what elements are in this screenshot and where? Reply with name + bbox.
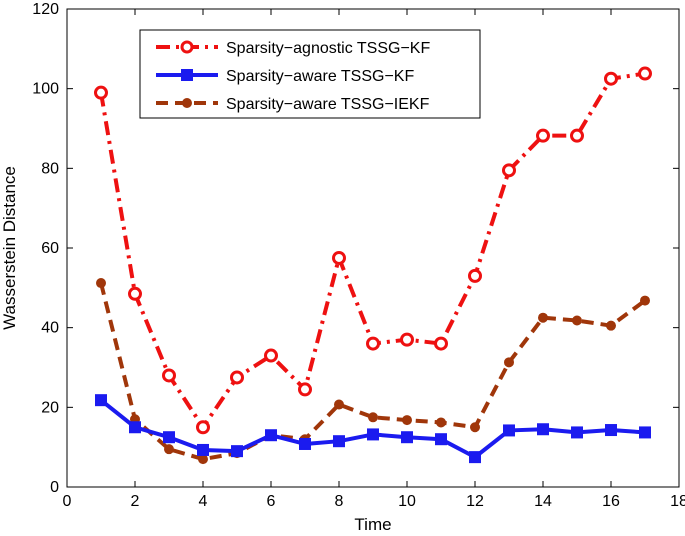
data-point xyxy=(163,431,175,444)
legend-item: Sparsity−agnostic TSSG−KF xyxy=(156,40,430,57)
data-point xyxy=(95,394,107,407)
data-point xyxy=(468,268,482,283)
data-point xyxy=(164,444,174,455)
data-point xyxy=(605,424,617,437)
data-point xyxy=(436,417,446,428)
data-point xyxy=(538,312,548,323)
data-point xyxy=(401,431,413,444)
data-point xyxy=(230,370,244,385)
data-point xyxy=(128,286,142,301)
x-tick-label: 18 xyxy=(670,493,685,510)
data-point xyxy=(434,336,448,351)
x-tick-label: 14 xyxy=(534,493,552,510)
data-point xyxy=(231,445,243,458)
x-tick-label: 4 xyxy=(199,493,208,510)
series-2 xyxy=(96,278,650,465)
data-point xyxy=(638,66,652,81)
series-1 xyxy=(95,394,651,464)
data-point xyxy=(299,437,311,450)
x-tick-labels: 0 2 4 6 8 10 12 14 16 18 xyxy=(63,493,685,510)
data-point xyxy=(334,399,344,410)
data-point xyxy=(400,332,414,347)
y-tick-label: 40 xyxy=(41,320,59,337)
data-point xyxy=(570,128,584,143)
data-point xyxy=(536,128,550,143)
y-tick-labels: 0 20 40 60 80 100 120 xyxy=(32,1,59,496)
data-point xyxy=(298,382,312,397)
data-point xyxy=(264,348,278,363)
data-point xyxy=(402,415,412,426)
data-point xyxy=(333,435,345,448)
data-point xyxy=(162,368,176,383)
x-tick-label: 0 xyxy=(63,493,72,510)
y-tick-label: 20 xyxy=(41,399,59,416)
y-tick-label: 0 xyxy=(50,479,59,496)
legend-label: Sparsity−aware TSSG−IEKF xyxy=(226,96,430,113)
data-point xyxy=(367,428,379,441)
x-tick-label: 2 xyxy=(131,493,140,510)
data-point xyxy=(332,250,346,265)
x-tick-label: 8 xyxy=(335,493,344,510)
data-point xyxy=(366,336,380,351)
legend-label: Sparsity−aware TSSG−KF xyxy=(226,68,414,85)
data-point xyxy=(368,412,378,423)
data-point xyxy=(604,71,618,86)
data-point xyxy=(94,85,108,100)
data-point xyxy=(572,315,582,326)
data-point xyxy=(196,420,210,435)
y-tick-label: 80 xyxy=(41,160,59,177)
axis-ticks xyxy=(66,8,680,488)
data-point xyxy=(502,163,516,178)
y-tick-label: 120 xyxy=(32,1,59,18)
x-tick-label: 16 xyxy=(602,493,620,510)
x-tick-label: 10 xyxy=(398,493,416,510)
y-tick-label: 60 xyxy=(41,240,59,257)
data-point xyxy=(640,295,650,306)
legend-item: Sparsity−aware TSSG−IEKF xyxy=(156,96,430,113)
legend-marker xyxy=(182,98,192,108)
series-layer xyxy=(94,66,652,465)
legend: Sparsity−agnostic TSSG−KF Sparsity−aware … xyxy=(139,29,481,119)
data-point xyxy=(503,424,515,437)
data-point xyxy=(198,454,208,465)
data-point xyxy=(504,357,514,368)
series-0 xyxy=(94,66,652,435)
data-point xyxy=(537,423,549,436)
data-point xyxy=(435,433,447,446)
data-point xyxy=(469,451,481,464)
data-point xyxy=(96,278,106,289)
legend-item: Sparsity−aware TSSG−KF xyxy=(156,68,414,85)
legend-label: Sparsity−agnostic TSSG−KF xyxy=(226,40,430,57)
x-tick-label: 6 xyxy=(267,493,276,510)
y-axis-label: Wasserstein Distance xyxy=(0,166,19,330)
legend-marker xyxy=(180,40,194,54)
data-point xyxy=(197,443,209,456)
x-tick-label: 12 xyxy=(466,493,484,510)
data-point xyxy=(470,422,480,433)
legend-marker xyxy=(181,69,193,81)
x-axis-label: Time xyxy=(354,515,391,534)
data-point xyxy=(606,320,616,331)
data-point xyxy=(265,429,277,442)
series-line xyxy=(99,282,647,462)
y-tick-label: 100 xyxy=(32,81,59,98)
data-point xyxy=(571,426,583,439)
data-point xyxy=(639,426,651,439)
data-point xyxy=(129,421,141,434)
